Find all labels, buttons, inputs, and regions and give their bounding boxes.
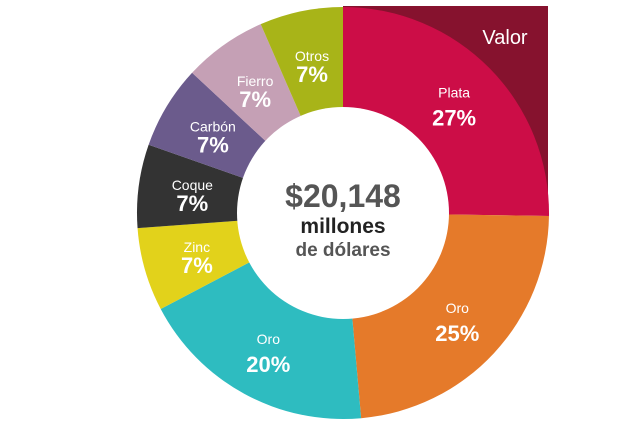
slice-name-4: Coque	[172, 177, 213, 193]
slice-pct-1: 25%	[435, 321, 479, 346]
slice-labels: Plata27%Oro25%Oro20%Zinc7%Coque7%Carbón7…	[172, 48, 480, 377]
center-unit-line1: millones	[300, 215, 385, 238]
slice-name-3: Zinc	[184, 239, 210, 255]
slice-name-5: Carbón	[190, 118, 236, 134]
slice-name-1: Oro	[446, 300, 470, 316]
chart-title: Valor	[482, 27, 528, 49]
center-amount: $20,148	[285, 178, 401, 214]
slice-pct-5: 7%	[197, 132, 229, 157]
center-unit-line2: de dólares	[295, 240, 390, 261]
slice-pct-7: 7%	[296, 62, 328, 87]
slice-pct-0: 27%	[432, 106, 476, 131]
slice-name-0: Plata	[438, 85, 470, 101]
slice-pct-6: 7%	[239, 87, 271, 112]
slice-pct-3: 7%	[181, 253, 213, 278]
center-hole	[237, 107, 449, 319]
slice-pct-4: 7%	[176, 191, 208, 216]
slice-name-7: Otros	[295, 48, 329, 64]
slice-name-2: Oro	[257, 331, 281, 347]
slice-name-6: Fierro	[237, 73, 274, 89]
slice-pct-2: 20%	[246, 352, 290, 377]
